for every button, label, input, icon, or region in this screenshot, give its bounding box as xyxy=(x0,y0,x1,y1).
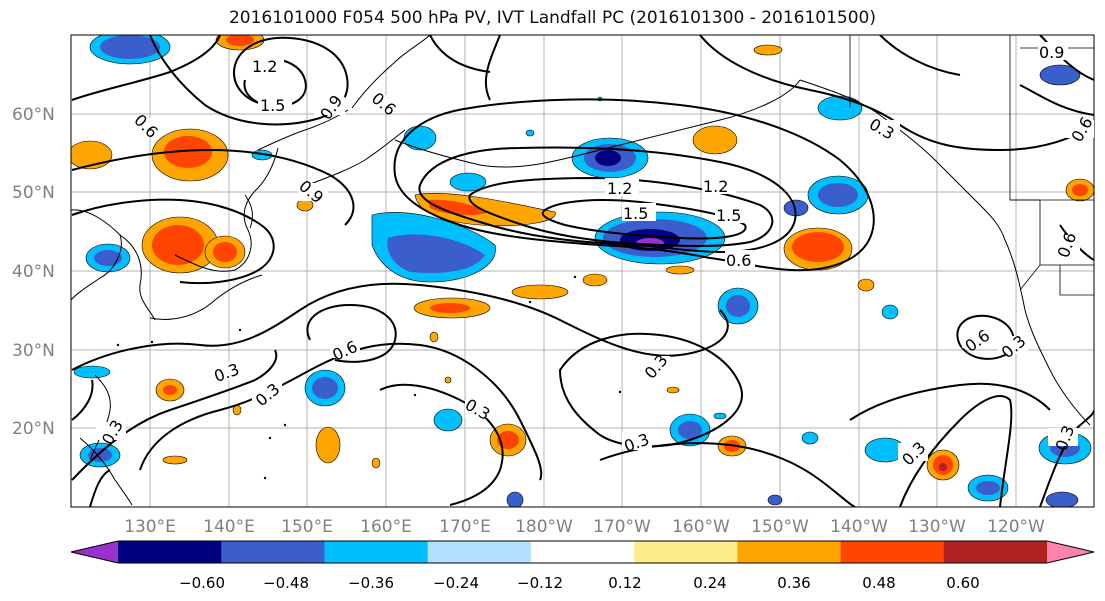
colorbar-tick-label: −0.60 xyxy=(179,574,225,592)
contour-label: 0.9 xyxy=(1039,43,1064,62)
colorbar-tick-label: 0.12 xyxy=(608,574,641,592)
colorbar-tick-label: −0.48 xyxy=(263,574,309,592)
colorbar-segment xyxy=(737,541,842,563)
colorbar-segment xyxy=(943,541,1048,563)
colorbar xyxy=(70,540,1095,564)
island-dots xyxy=(116,275,622,480)
lon-label: 140°E xyxy=(203,517,255,537)
contour-label: 0.6 xyxy=(368,89,400,120)
colorbar-segment xyxy=(324,541,429,563)
coastlines xyxy=(71,35,1091,506)
colorbar-extend-low xyxy=(71,541,118,563)
contour-label: 0.6 xyxy=(726,251,751,270)
contour-label: 1.5 xyxy=(623,204,648,223)
latitude-labels: 60°N 50°N 40°N 30°N 20°N xyxy=(12,105,55,439)
lon-label: 170°W xyxy=(593,517,651,537)
contour-label: 1.2 xyxy=(703,177,728,196)
contour-label: 1.5 xyxy=(260,96,285,115)
colorbar-tick-label: −0.12 xyxy=(517,574,563,592)
lon-label: 160°E xyxy=(360,517,412,537)
lat-label: 60°N xyxy=(12,105,55,125)
colorbar-outline xyxy=(70,540,1095,564)
lon-label: 180°W xyxy=(515,517,573,537)
contour-label: 0.3 xyxy=(252,379,284,410)
lon-label: 160°W xyxy=(672,517,730,537)
pv-anomaly-fills xyxy=(71,35,1094,507)
lat-label: 50°N xyxy=(12,183,55,203)
contour-label: 1.5 xyxy=(716,206,741,225)
contour-label: 0.3 xyxy=(898,438,929,469)
contour-label: 0.3 xyxy=(998,331,1030,362)
lon-label: 150°W xyxy=(751,517,809,537)
contour-label: 0.6 xyxy=(1054,230,1081,260)
contour-lines xyxy=(71,35,1094,507)
colorbar-extend-high xyxy=(1047,541,1094,563)
lon-label: 140°W xyxy=(830,517,888,537)
colorbar-tick-label: −0.24 xyxy=(433,574,479,592)
map-frame xyxy=(70,34,1095,508)
colorbar-segment xyxy=(118,541,222,563)
colorbar-tick-label: 0.48 xyxy=(862,574,895,592)
contour-label-group: 1.2 1.5 0.9 0.6 0.6 0.9 0.3 1.2 1.2 1.5 … xyxy=(96,42,1097,469)
map-title: 2016101000 F054 500 hPa PV, IVT Landfall… xyxy=(228,8,876,28)
contour-label: 1.2 xyxy=(252,57,277,76)
lon-label: 130°W xyxy=(908,517,966,537)
lon-label: 150°E xyxy=(281,517,333,537)
lat-label: 40°N xyxy=(12,262,55,282)
colorbar-tick-label: −0.36 xyxy=(348,574,394,592)
lon-label: 170°E xyxy=(439,517,491,537)
longitude-labels: 130°E 140°E 150°E 160°E 170°E 180°W 170°… xyxy=(124,517,1045,537)
lon-label: 130°E xyxy=(124,517,176,537)
contour-label: 1.2 xyxy=(607,179,632,198)
colorbar-segment xyxy=(840,541,945,563)
colorbar-segment xyxy=(427,541,532,563)
colorbar-segment xyxy=(221,541,325,563)
colorbar-tick-label: 0.24 xyxy=(693,574,726,592)
political-borders xyxy=(849,35,1094,296)
colorbar-segment xyxy=(530,541,635,563)
colorbar-tick-label: 0.60 xyxy=(946,574,979,592)
contour-label: 0.6 xyxy=(1067,114,1096,146)
contour-label: 0.6 xyxy=(130,110,161,141)
contour-label: 0.3 xyxy=(866,114,898,143)
lat-label: 20°N xyxy=(12,419,55,439)
lon-label: 120°W xyxy=(987,517,1045,537)
colorbar-tick-labels: −0.60 −0.48 −0.36 −0.24 −0.12 0.12 0.24 … xyxy=(179,574,980,592)
lat-label: 30°N xyxy=(12,341,55,361)
colorbar-segment xyxy=(634,541,738,563)
colorbar-tick-label: 0.36 xyxy=(777,574,810,592)
